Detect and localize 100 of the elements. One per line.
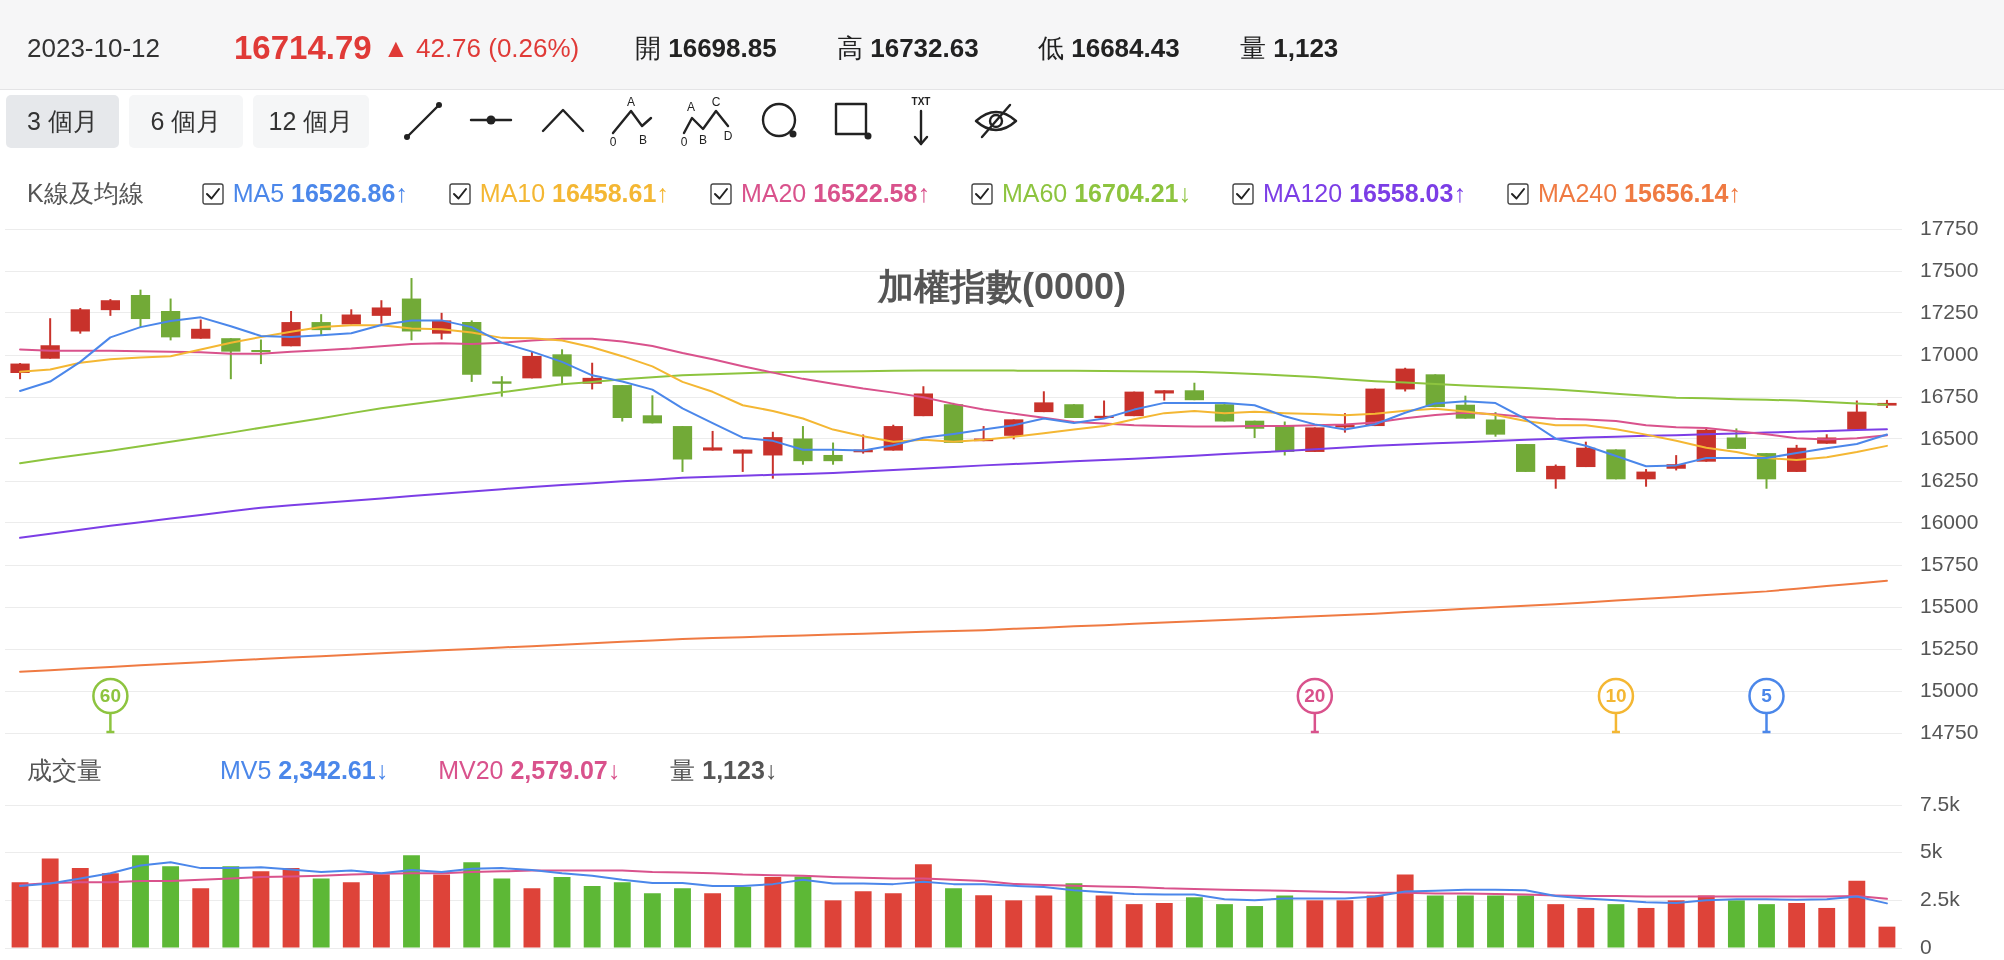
text: MV5 2,342.61↓ xyxy=(220,755,389,784)
candlestick xyxy=(522,350,542,380)
bar xyxy=(975,895,993,948)
bar xyxy=(1547,904,1565,948)
candlestick xyxy=(913,385,934,418)
bar xyxy=(824,900,842,948)
annotation: 20 xyxy=(1304,685,1326,707)
bar xyxy=(1095,895,1113,948)
bar xyxy=(583,886,601,948)
bar xyxy=(1456,895,1474,948)
candlestick xyxy=(492,375,512,398)
y-tick-label: 0 xyxy=(1920,934,1932,958)
bar xyxy=(1697,895,1715,948)
bar xyxy=(192,888,210,948)
text: 開 16698.85 xyxy=(635,33,777,63)
y-tick-label: 17000 xyxy=(1920,341,1979,365)
y-tick-label: 5k xyxy=(1920,839,1943,863)
bar xyxy=(643,893,661,948)
bar xyxy=(162,866,180,948)
text: 16714.79 xyxy=(234,28,372,68)
bar xyxy=(1577,907,1595,948)
legend-title: K線及均線 xyxy=(27,178,144,209)
text: MA60 16704.21↓ xyxy=(1001,179,1191,207)
candlestick xyxy=(1546,463,1566,490)
bar xyxy=(1637,907,1655,948)
text: MA240 15656.14↑ xyxy=(1537,179,1741,207)
text: 6 個月 xyxy=(129,95,243,148)
y-tick-label: 16750 xyxy=(1920,383,1979,407)
bar xyxy=(1727,900,1745,948)
text: 量 1,123 xyxy=(1240,33,1339,63)
bar xyxy=(1005,900,1023,948)
bar xyxy=(945,888,962,948)
legend-title: 成交量 xyxy=(27,754,102,786)
candlestick xyxy=(1485,411,1506,438)
y-tick-label: 16500 xyxy=(1920,425,1979,449)
y-tick-label: 15000 xyxy=(1920,677,1979,701)
y-tick-label: 14750 xyxy=(1920,719,1979,743)
bar xyxy=(1366,895,1384,948)
candlestick xyxy=(702,429,723,452)
bar xyxy=(372,874,390,948)
bar xyxy=(41,858,59,948)
bar xyxy=(71,868,89,948)
bar xyxy=(1848,880,1866,948)
bar xyxy=(914,864,932,948)
bar xyxy=(1487,895,1504,948)
annotation: 60 xyxy=(99,685,121,707)
text: 高 16732.63 xyxy=(837,33,979,63)
bar xyxy=(1818,907,1836,948)
text: MA10 16458.61↑ xyxy=(479,179,669,207)
bar xyxy=(523,888,541,948)
bar xyxy=(1426,895,1444,948)
bar xyxy=(613,882,631,948)
candlestick xyxy=(1847,399,1867,431)
y-tick-label: 15250 xyxy=(1920,635,1979,659)
text: 2023-10-12 xyxy=(27,32,160,65)
annotation: 10 xyxy=(1605,685,1627,707)
bar xyxy=(1336,900,1354,948)
y-tick-label: 2.5k xyxy=(1920,887,1961,911)
bar xyxy=(854,891,872,948)
bar xyxy=(252,871,270,948)
text: 12 個月 xyxy=(253,95,369,148)
bar xyxy=(312,878,330,948)
text: MA5 16526.86↑ xyxy=(232,179,408,207)
bar xyxy=(704,893,722,948)
bar xyxy=(1396,874,1414,948)
bar xyxy=(1035,895,1053,948)
bar xyxy=(1185,897,1203,948)
bar xyxy=(11,882,29,948)
candlestick xyxy=(793,425,813,466)
candlestick xyxy=(371,299,392,325)
bar xyxy=(1878,926,1896,948)
candlestick xyxy=(191,318,211,340)
bar xyxy=(1155,903,1173,948)
bar xyxy=(553,877,571,948)
bar xyxy=(1246,906,1264,948)
bar xyxy=(1125,904,1143,948)
bar xyxy=(1216,904,1233,948)
y-tick-label: 16000 xyxy=(1920,509,1979,533)
bar xyxy=(1758,904,1775,948)
y-tick-label: 15500 xyxy=(1920,593,1979,617)
bar xyxy=(282,868,300,948)
bar xyxy=(463,862,481,948)
bar xyxy=(1065,883,1083,948)
candlestick xyxy=(70,306,90,335)
text: MV20 2,579.07↓ xyxy=(438,755,621,784)
candlestick xyxy=(251,338,271,366)
text: 量 1,123↓ xyxy=(670,755,778,784)
bar xyxy=(403,855,420,948)
bar xyxy=(132,855,149,948)
bar xyxy=(342,882,360,948)
bar xyxy=(884,893,902,948)
candlestick xyxy=(1726,427,1747,450)
candlestick xyxy=(823,441,843,466)
bar xyxy=(101,873,119,948)
bar xyxy=(222,866,240,948)
text: MA120 16558.03↑ xyxy=(1262,179,1466,207)
y-tick-label: 17750 xyxy=(1920,215,1979,239)
text: 低 16684.43 xyxy=(1038,33,1180,63)
candlestick xyxy=(1576,440,1596,469)
text: MA20 16522.58↑ xyxy=(740,179,930,207)
